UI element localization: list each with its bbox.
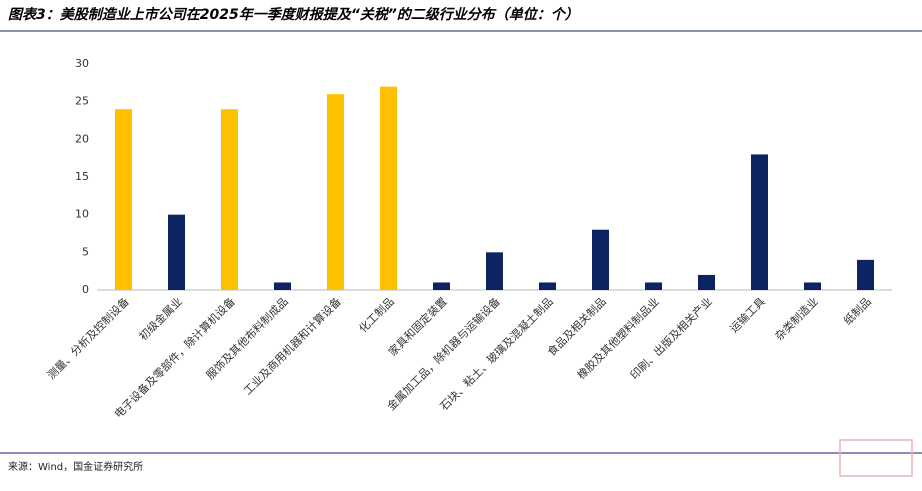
- source-note: 来源：Wind，国金证券研究所: [8, 460, 143, 473]
- y-tick-label: 30: [75, 57, 89, 70]
- y-tick-label: 15: [75, 170, 89, 183]
- bar: [592, 229, 609, 290]
- x-tick-label: 化工制品: [356, 294, 397, 335]
- watermark: [839, 439, 913, 477]
- x-tick-label: 纸制品: [841, 295, 874, 328]
- x-tick-label: 运输工具: [727, 294, 768, 335]
- chart-title: 图表3：美股制造业上市公司在2025年一季度财报提及“关税”的二级行业分布（单位…: [8, 6, 579, 23]
- bar: [698, 274, 715, 290]
- bar: [274, 282, 291, 290]
- x-tick-label: 金属加工品，除机器与运输设备: [384, 294, 503, 413]
- y-tick-label: 0: [82, 283, 89, 296]
- x-tick-label: 工业及商用机器和计算设备: [241, 294, 344, 397]
- x-tick-label: 测量、分析及控制设备: [44, 294, 132, 382]
- bar: [751, 154, 768, 290]
- bar: [804, 282, 821, 290]
- y-tick-label: 5: [82, 245, 89, 258]
- x-tick-label: 石块、粘土、玻璃及混凝土制品: [437, 294, 556, 413]
- bar: [433, 282, 450, 290]
- y-tick-label: 20: [75, 132, 89, 145]
- bar: [486, 252, 503, 290]
- bar: [327, 94, 344, 290]
- bar: [645, 282, 662, 290]
- bar: [115, 109, 132, 290]
- x-tick-label: 杂类制造业: [772, 294, 821, 343]
- y-tick-label: 25: [75, 95, 89, 108]
- bar: [539, 282, 556, 290]
- bar: [857, 259, 874, 290]
- y-tick-label: 10: [75, 208, 89, 221]
- bar: [380, 86, 397, 290]
- bar: [168, 214, 185, 290]
- x-tick-label: 初级金属业: [136, 294, 185, 343]
- bar: [221, 109, 238, 290]
